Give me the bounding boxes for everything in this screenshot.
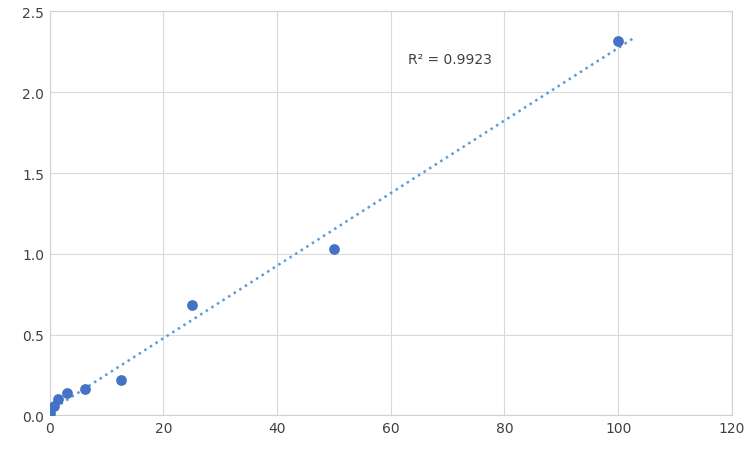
Point — [328, 246, 340, 253]
Point — [44, 410, 56, 417]
Point — [186, 301, 198, 308]
Point — [48, 403, 60, 410]
Point — [612, 38, 624, 45]
Point — [62, 390, 74, 397]
Point — [114, 377, 126, 384]
Text: R² = 0.9923: R² = 0.9923 — [408, 53, 492, 67]
Point — [53, 396, 65, 403]
Point — [79, 386, 91, 393]
